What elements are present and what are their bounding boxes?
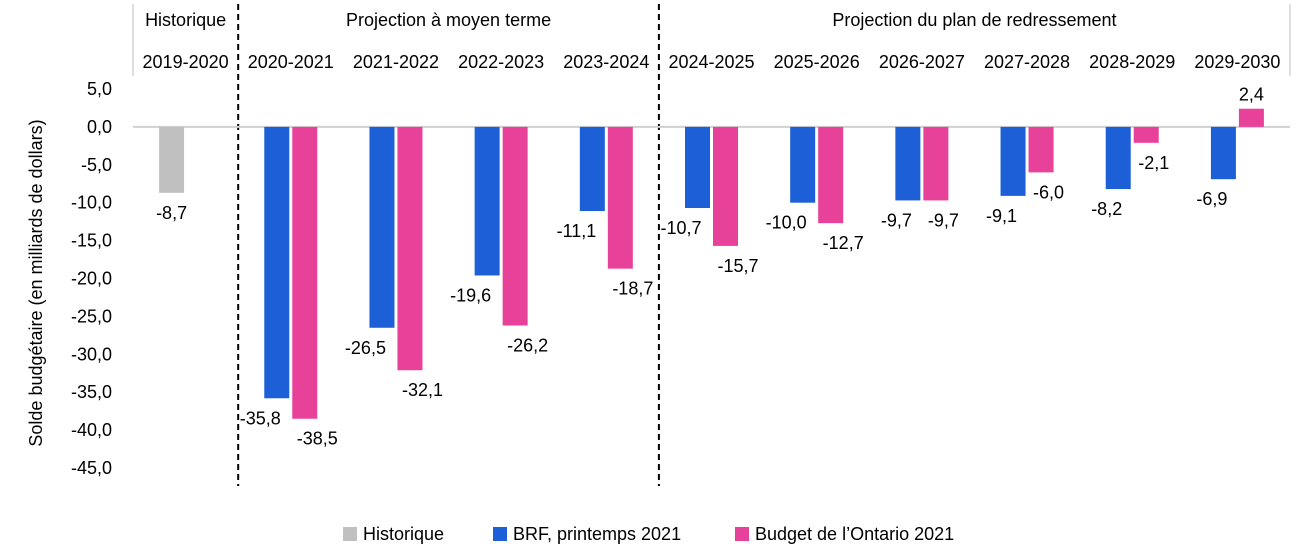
bar xyxy=(502,126,528,326)
bar xyxy=(397,126,423,371)
bar xyxy=(264,126,290,399)
y-axis-ticks: 5,0 0,0 -5,0 -10,0 -15,0 -20,0 -25,0 -30,0 -35,0… xyxy=(71,79,112,478)
section-label: Projection du plan de redressement xyxy=(832,10,1116,30)
legend-swatch xyxy=(735,527,749,541)
category-label: 2026-2027 xyxy=(879,52,965,72)
legend-label: Historique xyxy=(363,524,444,544)
bar xyxy=(607,126,633,269)
data-label: -26,5 xyxy=(345,338,386,358)
y-tick-label: -40,0 xyxy=(71,420,112,440)
legend-label: BRF, printemps 2021 xyxy=(513,524,681,544)
bar xyxy=(1238,108,1264,127)
category-label: 2022-2023 xyxy=(458,52,544,72)
y-tick-label: -5,0 xyxy=(81,155,112,175)
data-label: -12,7 xyxy=(823,233,864,253)
y-tick-label: -35,0 xyxy=(71,382,112,402)
legend-swatch xyxy=(493,527,507,541)
bar xyxy=(579,126,605,212)
bar xyxy=(292,126,318,419)
category-label: 2027-2028 xyxy=(984,52,1070,72)
data-label: -38,5 xyxy=(297,429,338,449)
bar xyxy=(895,126,921,201)
legend: Historique BRF, printemps 2021 Budget de l… xyxy=(343,524,954,544)
legend-label: Budget de l’Ontario 2021 xyxy=(755,524,954,544)
y-axis-label: Solde budgétaire (en milliards de dollar… xyxy=(26,119,46,446)
bars xyxy=(133,108,1290,419)
y-tick-label: -20,0 xyxy=(71,269,112,289)
category-label: 2029-2030 xyxy=(1194,52,1280,72)
legend-swatch xyxy=(343,527,357,541)
section-header: Historique Projection à moyen terme Projec… xyxy=(132,4,1291,486)
data-label: -35,8 xyxy=(240,408,281,428)
data-label: -8,7 xyxy=(156,203,187,223)
bar xyxy=(818,126,844,224)
data-label: -10,7 xyxy=(660,218,701,238)
y-tick-label: -25,0 xyxy=(71,306,112,326)
bar xyxy=(159,126,185,193)
bar xyxy=(369,126,395,328)
bar xyxy=(1210,126,1236,180)
data-label: -9,7 xyxy=(928,210,959,230)
bar xyxy=(1000,126,1026,196)
data-label: -15,7 xyxy=(718,256,759,276)
category-label: 2024-2025 xyxy=(668,52,754,72)
bar xyxy=(685,126,710,209)
section-label: Projection à moyen terme xyxy=(346,10,551,30)
data-label: -2,1 xyxy=(1138,153,1169,173)
data-label: -10,0 xyxy=(766,213,807,233)
category-label: 2023-2024 xyxy=(563,52,649,72)
data-label: -26,2 xyxy=(507,335,548,355)
y-tick-label: -10,0 xyxy=(71,193,112,213)
bar xyxy=(1105,126,1131,190)
category-label: 2020-2021 xyxy=(248,52,334,72)
y-tick-label: -45,0 xyxy=(71,458,112,478)
bar xyxy=(923,126,949,201)
bar xyxy=(1028,126,1054,173)
y-tick-label: -15,0 xyxy=(71,231,112,251)
data-label: -6,9 xyxy=(1196,189,1227,209)
y-tick-label: 5,0 xyxy=(87,79,112,99)
data-label: -19,6 xyxy=(450,285,491,305)
category-label: 2019-2020 xyxy=(143,52,229,72)
y-tick-label: 0,0 xyxy=(87,117,112,137)
category-label: 2025-2026 xyxy=(774,52,860,72)
y-tick-label: -30,0 xyxy=(71,344,112,364)
category-label: 2021-2022 xyxy=(353,52,439,72)
bar xyxy=(790,126,816,203)
data-label: -6,0 xyxy=(1033,182,1064,202)
data-labels: -8,7 -35,8 -38,5 -26,5 -32,1 -19,6 -26,2 -11,1 -… xyxy=(156,85,1264,449)
bar xyxy=(713,126,738,246)
bar xyxy=(474,126,500,276)
data-label: -8,2 xyxy=(1091,199,1122,219)
category-label: 2028-2029 xyxy=(1089,52,1175,72)
data-label: 2,4 xyxy=(1239,85,1264,105)
data-label: -32,1 xyxy=(402,380,443,400)
data-label: -11,1 xyxy=(557,221,597,241)
data-label: -18,7 xyxy=(612,279,653,299)
section-label: Historique xyxy=(145,10,226,30)
data-label: -9,7 xyxy=(881,210,912,230)
bar xyxy=(1133,126,1159,143)
data-label: -9,1 xyxy=(986,206,1017,226)
